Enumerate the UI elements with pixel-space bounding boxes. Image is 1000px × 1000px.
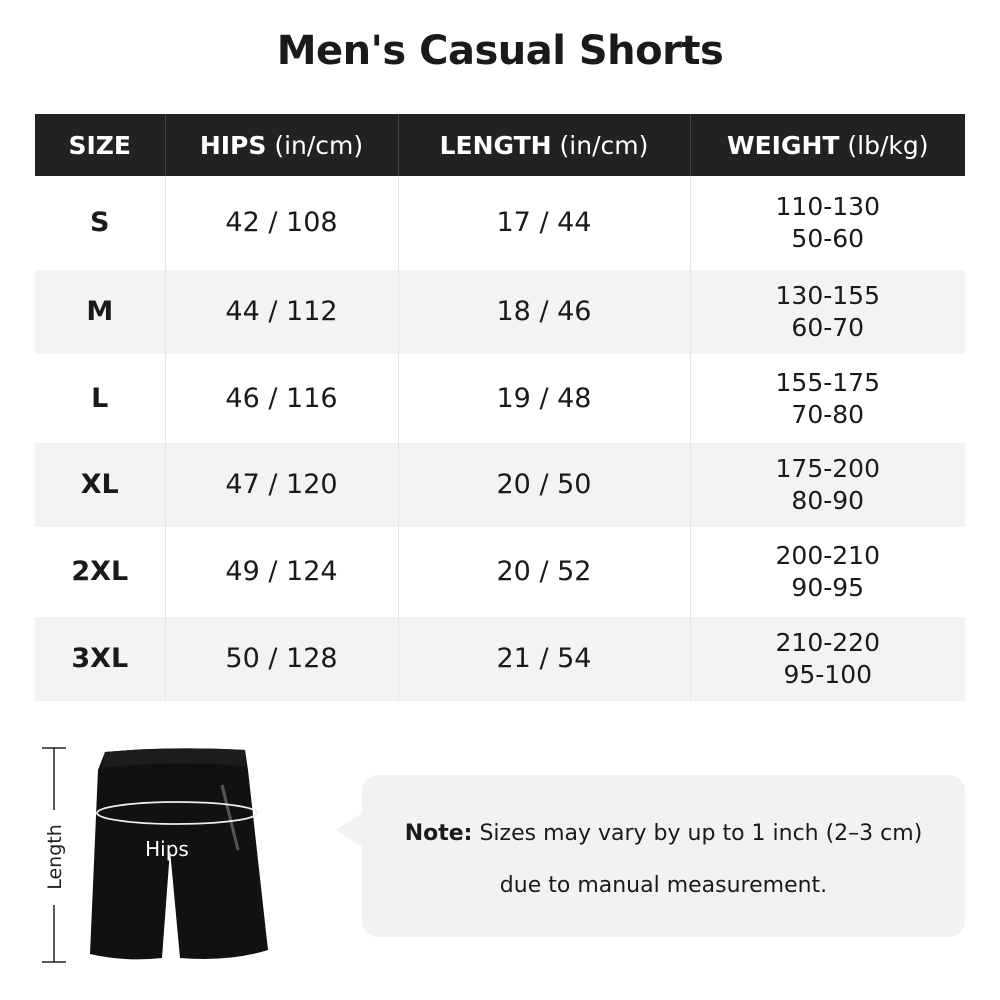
weight-lb: 200-210 [775, 541, 880, 570]
size-chart-table: SIZE HIPS (in/cm) LENGTH (in/cm) WEIGHT … [35, 114, 965, 701]
weight-kg: 50-60 [791, 224, 865, 253]
note-bubble-tail [336, 812, 364, 848]
cell-length: 17 / 44 [397, 176, 690, 270]
cell-hips: 44 / 112 [164, 270, 398, 354]
cell-hips: 42 / 108 [164, 176, 398, 270]
weight-kg: 80-90 [791, 486, 865, 515]
length-label: Length [44, 824, 66, 890]
weight-kg: 60-70 [791, 313, 865, 342]
weight-kg: 70-80 [791, 399, 865, 429]
cell-length: 20 / 50 [397, 443, 690, 527]
weight-kg: 90-95 [791, 573, 865, 602]
note-line-2: due to manual measurement. [499, 873, 828, 898]
cell-weight: 110-130 50-60 [689, 176, 965, 270]
cell-length: 18 / 46 [397, 270, 690, 354]
weight-lb: 130-155 [775, 281, 880, 310]
shorts-image [90, 748, 268, 960]
table-row: XL 47 / 120 20 / 50 175-200 80-90 [35, 443, 965, 527]
table-header-row: SIZE HIPS (in/cm) LENGTH (in/cm) WEIGHT … [35, 114, 965, 176]
table-row: M 44 / 112 18 / 46 130-155 60-70 [35, 270, 965, 354]
table-row: 3XL 50 / 128 21 / 54 210-220 95-100 [35, 617, 965, 701]
note-box: Note: Sizes may vary by up to 1 inch (2–… [362, 775, 965, 937]
cell-weight: 210-220 95-100 [689, 617, 965, 701]
cell-length: 21 / 54 [397, 617, 690, 701]
table-row: L 46 / 116 19 / 48 155-175 70-80 [35, 354, 965, 443]
cell-weight: 130-155 60-70 [689, 270, 965, 354]
length-ruler [42, 747, 66, 963]
hips-label: Hips [145, 837, 189, 861]
weight-lb: 175-200 [775, 454, 880, 483]
header-hips: HIPS (in/cm) [164, 114, 398, 176]
hips-measure-ellipse [96, 801, 258, 825]
cell-size: 3XL [35, 617, 165, 701]
page-title: Men's Casual Shorts [276, 28, 724, 74]
cell-length: 20 / 52 [397, 527, 690, 617]
cell-weight: 155-175 70-80 [689, 354, 965, 443]
header-length: LENGTH (in/cm) [397, 114, 690, 176]
cell-size: M [35, 270, 165, 354]
cell-size: L [35, 354, 165, 443]
weight-kg: 95-100 [783, 660, 873, 689]
shorts-diagram: Length Hips [42, 747, 268, 963]
cell-length: 19 / 48 [397, 354, 690, 443]
note-line-1: Note: Sizes may vary by up to 1 inch (2–… [404, 821, 923, 846]
weight-lb: 110-130 [775, 192, 880, 221]
cell-size: S [35, 176, 165, 270]
weight-lb: 155-175 [775, 367, 880, 397]
cell-hips: 47 / 120 [164, 443, 398, 527]
cell-hips: 49 / 124 [164, 527, 398, 617]
table-row: S 42 / 108 17 / 44 110-130 50-60 [35, 176, 965, 270]
cell-hips: 50 / 128 [164, 617, 398, 701]
cell-size: 2XL [35, 527, 165, 617]
weight-lb: 210-220 [775, 628, 880, 657]
header-size: SIZE [35, 114, 165, 176]
header-weight: WEIGHT (lb/kg) [689, 114, 965, 176]
cell-weight: 175-200 80-90 [689, 443, 965, 527]
cell-weight: 200-210 90-95 [689, 527, 965, 617]
cell-size: XL [35, 443, 165, 527]
table-row: 2XL 49 / 124 20 / 52 200-210 90-95 [35, 527, 965, 617]
cell-hips: 46 / 116 [164, 354, 398, 443]
